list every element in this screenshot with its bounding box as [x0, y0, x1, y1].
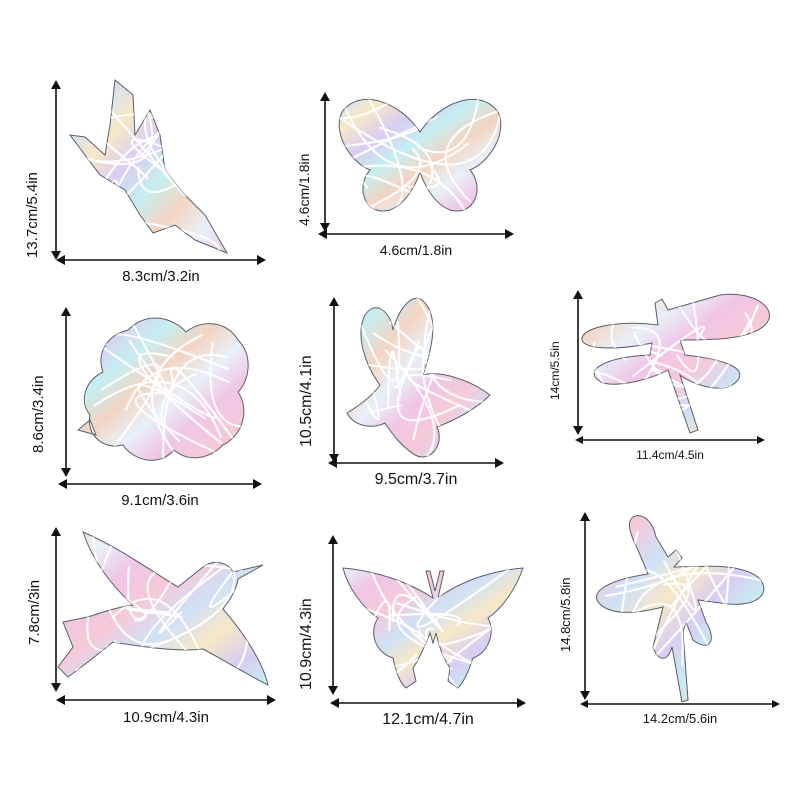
height-label: 14.8cm/5.8in [558, 577, 573, 652]
sticker-dragonfly-angled: 14.8cm/5.8in 14.2cm/5.6in [530, 500, 800, 800]
sticker-hummingbird-up: 13.7cm/5.4in 8.3cm/3.2in [0, 0, 290, 295]
butterfly-open-icon [342, 567, 524, 689]
width-label: 9.1cm/3.6in [121, 492, 199, 509]
sticker-flower: 8.6cm/3.4in 9.1cm/3.6in [0, 295, 290, 515]
width-arrow [58, 479, 262, 489]
height-label: 14cm/5.5in [548, 341, 562, 400]
width-arrow [56, 695, 276, 705]
sticker-hummingbird: 7.8cm/3in 10.9cm/4.3in [0, 515, 290, 800]
width-label: 10.9cm/4.3in [123, 709, 209, 726]
sticker-butterfly-side: 10.5cm/4.1in 9.5cm/3.7in [290, 295, 520, 515]
width-label: 8.3cm/3.2in [122, 268, 200, 285]
dragonfly-icon [581, 293, 770, 434]
height-arrow [573, 290, 583, 435]
height-label: 7.8cm/3in [26, 579, 43, 645]
width-arrow [330, 698, 526, 708]
sticker-dragonfly: 14cm/5.5in 11.4cm/4.5in [520, 280, 800, 500]
height-arrow [51, 527, 61, 692]
width-label: 14.2cm/5.6in [642, 711, 718, 726]
height-arrow [61, 307, 71, 477]
width-arrow [56, 255, 266, 265]
height-label: 10.5cm/4.1in [298, 355, 315, 447]
height-label: 8.6cm/3.4in [30, 375, 47, 453]
width-arrow [575, 436, 765, 444]
butterfly-icon [338, 98, 502, 212]
width-label: 12.1cm/4.7in [382, 711, 474, 728]
height-arrow [328, 535, 338, 695]
flower-icon [76, 317, 249, 461]
height-arrow [580, 512, 590, 700]
width-label: 11.4cm/4.5in [636, 448, 704, 462]
width-arrow [318, 229, 514, 239]
height-arrow [51, 80, 61, 260]
height-label: 4.6cm/1.8in [296, 153, 312, 226]
sticker-butterfly-open: 10.9cm/4.3in 12.1cm/4.7in [290, 515, 530, 800]
butterfly-side-icon [346, 297, 491, 458]
hummingbird-up-icon [68, 79, 229, 255]
width-label: 9.5cm/3.7in [374, 471, 458, 488]
height-arrow [329, 297, 339, 463]
sticker-butterfly: 4.6cm/1.8in 4.6cm/1.8in [290, 0, 520, 295]
width-arrow [580, 700, 780, 708]
height-label: 13.7cm/5.4in [24, 172, 41, 258]
height-arrow [320, 92, 330, 232]
height-label: 10.9cm/4.3in [298, 598, 315, 690]
dragonfly-angled-icon [596, 515, 765, 703]
hummingbird-icon [57, 531, 269, 686]
width-arrow [328, 458, 504, 468]
width-label: 4.6cm/1.8in [379, 242, 453, 258]
